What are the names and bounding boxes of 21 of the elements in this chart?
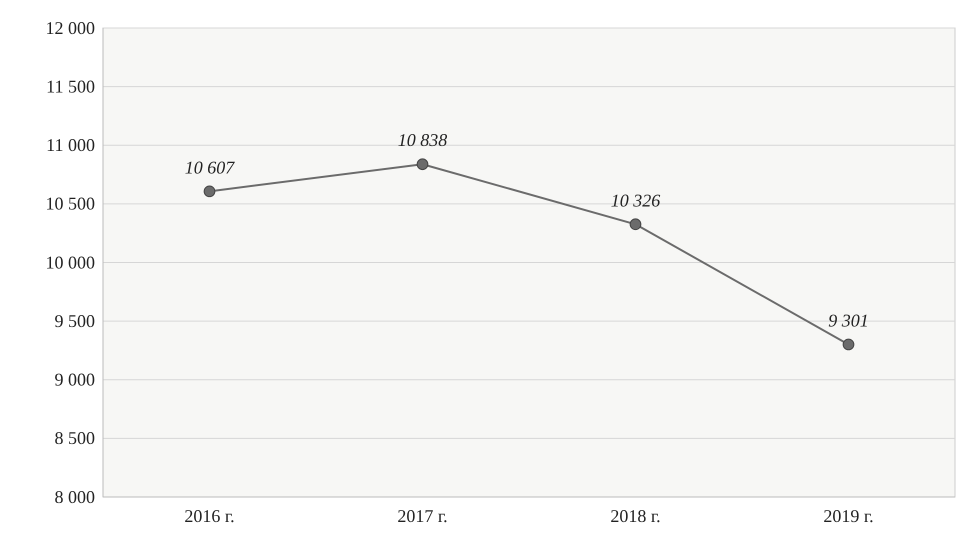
point: [204, 185, 216, 198]
point: [630, 218, 642, 230]
text: 9 301: [828, 310, 869, 330]
y-tick-label: 9 500: [54, 310, 95, 331]
y-tick-label: 10 500: [46, 194, 95, 214]
y-tick-label: 8 500: [54, 428, 95, 448]
y-tick-label: 12 000: [46, 18, 95, 38]
text: 10 607: [184, 157, 234, 178]
text: 10 838: [398, 130, 448, 150]
point: [842, 338, 854, 350]
y-tick-label: 11 500: [46, 76, 95, 96]
x-tick-label: 2019 г.: [823, 506, 874, 526]
x-tick-label: 2016 г.: [184, 506, 235, 526]
x-tick-label: 2018 г.: [610, 506, 661, 526]
point: [416, 158, 428, 170]
text: 10 326: [610, 190, 660, 210]
x-tick-label: 2017 г.: [397, 506, 448, 526]
y-tick-label: 8 000: [54, 486, 95, 507]
y-tick-label: 9 000: [54, 370, 95, 390]
y-tick-label: 10 000: [46, 252, 95, 272]
y-tick-label: 11 000: [46, 135, 95, 156]
